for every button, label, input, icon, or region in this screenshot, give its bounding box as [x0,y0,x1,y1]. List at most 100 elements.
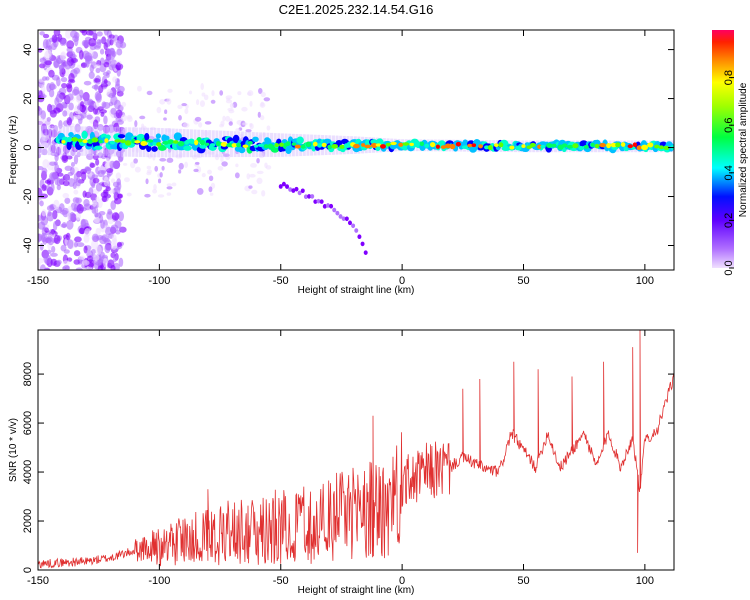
noise-dot [171,182,177,187]
noise-dot [74,36,79,47]
noise-dot [207,169,212,175]
noise-dot [203,94,209,101]
noise-dot [194,116,202,122]
ridge-peak [172,140,179,144]
ridge-cell [199,144,207,149]
noise-dot [166,157,174,163]
ridge-peak [419,141,425,147]
noise-dot [122,162,128,166]
ridge-peak [162,140,169,145]
noise-dot [83,245,88,254]
x-tick-label: -150 [27,575,49,587]
noise-dot [229,102,235,109]
x-tick-label: -100 [148,575,170,587]
secondary-trace-dot [316,198,321,204]
noise-dot [46,235,53,243]
noise-dot [53,107,61,114]
noise-dot [152,188,158,194]
noise-dot [39,31,45,36]
noise-dot [105,186,111,192]
noise-dot [88,71,95,80]
ridge-peak [414,142,419,147]
ridge-peak [515,145,522,151]
noise-dot [211,90,215,97]
ridge-peak [658,145,665,150]
y-tick-label: 2000 [22,509,34,533]
noise-dot [42,159,50,169]
secondary-trace-dot [344,216,349,222]
noise-dot [111,234,117,243]
noise-dot [178,162,184,170]
ridge-peak [641,144,649,151]
secondary-trace-dot [307,194,312,199]
ridge-peak [91,137,99,143]
noise-dot [108,47,115,55]
y-tick-label: 40 [22,43,34,55]
noise-dot [107,218,114,225]
ridge-peak [120,139,126,144]
ridge-cell [162,135,170,141]
x-tick-label: 100 [636,275,654,287]
ridge-peak [455,141,462,147]
noise-dot [79,30,87,34]
noise-dot [110,242,118,250]
ridge-halo [38,125,40,155]
noise-dot [39,200,44,207]
noise-dot [103,42,108,51]
noise-dot [73,241,78,248]
noise-dot [102,257,108,268]
ridge-peak [344,143,351,148]
noise-dot [241,122,248,126]
noise-dot [146,165,152,170]
noise-dot [120,114,128,122]
noise-dot [137,85,142,92]
ridge-peak [409,142,414,147]
noise-dot [166,98,172,105]
ridge-halo [51,125,55,156]
ridge-peak [578,145,585,151]
ridge-cell [238,146,246,154]
noise-dot [38,106,43,116]
noise-dot [85,30,94,36]
noise-dot [94,64,101,69]
noise-dot [126,192,132,197]
ridge-peak [152,142,158,146]
y-tick-label: 8000 [22,362,34,386]
ridge-peak [599,143,607,148]
noise-dot [53,60,59,69]
ridge-peak [124,140,132,146]
y-tick-label: 6000 [22,411,34,435]
ridge-peak [364,144,372,149]
noise-dot [105,157,111,168]
noise-dot [251,189,258,195]
noise-dot [220,120,225,127]
secondary-trace-dot [278,184,283,189]
noise-dot [92,177,100,184]
noise-dot [67,205,73,213]
noise-dot [86,114,93,120]
ridge-peak [167,139,175,145]
ridge-peak [594,143,600,149]
ridge-peak [317,143,323,148]
secondary-trace-dot [297,190,302,196]
noise-dot [73,154,79,165]
spectrogram-ticks: -150 -100 -50 0 50 100 -40 -20 0 20 40 [22,30,674,287]
noise-dot [103,237,111,243]
noise-dot [62,192,70,199]
ridge-peak [610,142,617,148]
colorbar [712,30,734,268]
noise-dot [189,90,193,95]
noise-dot [89,103,94,112]
x-tick-label: 0 [399,275,405,287]
noise-dot [259,115,265,121]
noise-dot [217,165,224,171]
spectrogram-frame [37,29,675,271]
noise-dot [153,183,157,191]
noise-dot [46,205,55,212]
noise-dot [116,241,122,247]
noise-dot [208,175,214,182]
ridge-peak [274,143,279,148]
ridge-halo [47,125,51,156]
noise-dot [51,34,58,43]
noise-dot [95,227,101,236]
